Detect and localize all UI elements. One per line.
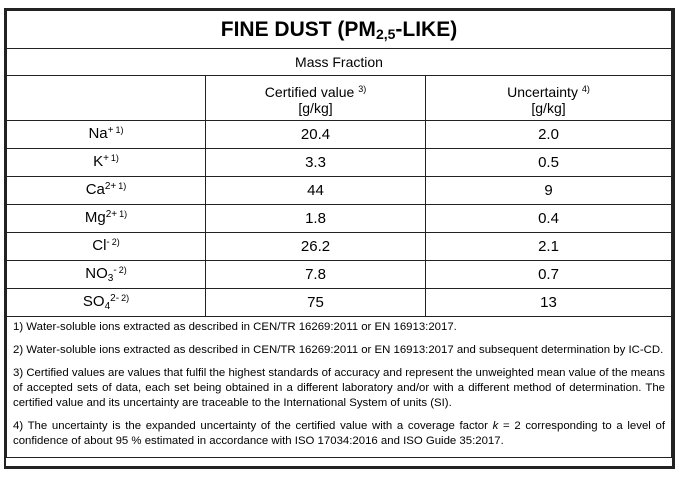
certified-value-cell: 3.3 xyxy=(205,148,426,177)
species-charge: + xyxy=(103,153,109,164)
uncertainty-cell: 2.1 xyxy=(425,232,672,261)
uncertainty-cell: 13 xyxy=(425,288,672,317)
certified-label: Certified value xyxy=(264,83,355,100)
species-cell: SO42- 2) xyxy=(6,288,206,317)
species-charge: 2- xyxy=(110,293,120,304)
uncertainty-header: Uncertainty 4) [g/kg] xyxy=(425,75,672,121)
certified-value-cell: 7.8 xyxy=(205,260,426,289)
footnote-4-part-a: 4) The uncertainty is the expanded uncer… xyxy=(13,420,493,432)
species-note: 2) xyxy=(111,237,120,247)
species-base: SO xyxy=(82,293,105,310)
uncertainty-note: 4) xyxy=(581,83,590,94)
species-subscript: 3 xyxy=(107,273,114,284)
table-row: Cl- 2) 26.2 2.1 xyxy=(6,232,672,261)
species-base: Ca xyxy=(85,181,105,198)
uncertainty-unit: [g/kg] xyxy=(531,99,566,116)
species-cell: K+ 1) xyxy=(6,148,206,177)
certified-value-cell: 26.2 xyxy=(205,232,426,261)
footnote-1: 1) Water-soluble ions extracted as descr… xyxy=(13,321,457,333)
uncertainty-cell: 2.0 xyxy=(425,120,672,149)
species-cell: Na+ 1) xyxy=(6,120,206,149)
certificate-table-frame: FINE DUST (PM2,5-LIKE) Mass Fraction Cer… xyxy=(4,8,675,469)
species-cell: Mg2+ 1) xyxy=(6,204,206,233)
species-note: 2) xyxy=(121,293,130,303)
title-subscript: 2,5 xyxy=(375,25,396,42)
table-row: NO3- 2) 7.8 0.7 xyxy=(6,260,672,289)
uncertainty-cell: 0.5 xyxy=(425,148,672,177)
species-subscript: 4 xyxy=(104,301,111,312)
footnote-4-part-b: = 2 corresponding to a level of confiden… xyxy=(13,420,665,447)
species-charge: 2+ xyxy=(105,209,118,220)
species-note: 1) xyxy=(118,181,127,191)
table-row: Mg2+ 1) 1.8 0.4 xyxy=(6,204,672,233)
species-note: 1) xyxy=(115,125,124,135)
species-note: 1) xyxy=(119,209,128,219)
table-row: K+ 1) 3.3 0.5 xyxy=(6,148,672,177)
footnote-2: 2) Water-soluble ions extracted as descr… xyxy=(13,344,664,356)
footnote-3: 3) Certified values are values that fulf… xyxy=(13,367,665,409)
species-cell: Ca2+ 1) xyxy=(6,176,206,205)
species-charge: + xyxy=(107,125,114,136)
species-base: Mg xyxy=(84,209,106,226)
species-charge: 2+ xyxy=(104,181,117,192)
footnotes-cell: 1) Water-soluble ions extracted as descr… xyxy=(6,316,672,458)
table-title: FINE DUST (PM2,5-LIKE) xyxy=(6,10,672,49)
mass-fraction-header: Mass Fraction xyxy=(6,48,672,76)
certified-value-cell: 1.8 xyxy=(205,204,426,233)
uncertainty-cell: 0.4 xyxy=(425,204,672,233)
species-cell: Cl- 2) xyxy=(6,232,206,261)
title-main: FINE DUST (PM xyxy=(220,17,376,41)
uncertainty-cell: 0.7 xyxy=(425,260,672,289)
species-base: NO xyxy=(85,265,108,282)
footnote-4: 4) The uncertainty is the expanded uncer… xyxy=(13,419,665,449)
certified-value-header: Certified value 3) [g/kg] xyxy=(205,75,426,121)
species-base: Na xyxy=(88,125,108,142)
species-base: K xyxy=(93,153,104,170)
mass-fraction-table: FINE DUST (PM2,5-LIKE) Mass Fraction Cer… xyxy=(6,10,672,458)
species-cell: NO3- 2) xyxy=(6,260,206,289)
certified-unit: [g/kg] xyxy=(298,99,333,116)
certified-value-cell: 44 xyxy=(205,176,426,205)
footnote-4-k: k xyxy=(492,420,499,432)
title-tail: -LIKE) xyxy=(395,17,458,41)
table-row: SO42- 2) 75 13 xyxy=(6,288,672,317)
species-charge: - xyxy=(106,237,110,248)
table-row: Ca2+ 1) 44 9 xyxy=(6,176,672,205)
species-note: 2) xyxy=(118,265,127,275)
uncertainty-label: Uncertainty xyxy=(507,83,578,100)
certified-value-cell: 75 xyxy=(205,288,426,317)
certified-note: 3) xyxy=(358,83,367,94)
species-base: Cl xyxy=(92,237,107,254)
empty-header-cell xyxy=(6,75,206,121)
table-row: Na+ 1) 20.4 2.0 xyxy=(6,120,672,149)
species-note: 1) xyxy=(110,153,119,163)
species-charge: - xyxy=(113,265,117,276)
uncertainty-cell: 9 xyxy=(425,176,672,205)
certified-value-cell: 20.4 xyxy=(205,120,426,149)
